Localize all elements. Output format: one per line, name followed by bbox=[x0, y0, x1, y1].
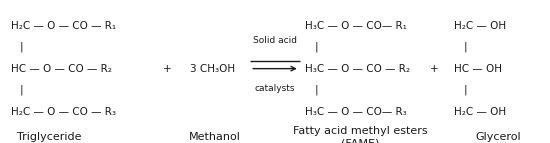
Text: H₂C — OH: H₂C — OH bbox=[454, 21, 506, 31]
Text: H₂C — O — CO — R₁: H₂C — O — CO — R₁ bbox=[11, 21, 116, 31]
Text: H₃C — O — CO— R₁: H₃C — O — CO— R₁ bbox=[305, 21, 407, 31]
Text: +: + bbox=[163, 64, 172, 74]
Text: H₃C — O — CO— R₃: H₃C — O — CO— R₃ bbox=[305, 107, 407, 117]
Text: HC — O — CO — R₂: HC — O — CO — R₂ bbox=[11, 64, 112, 74]
Text: |: | bbox=[315, 42, 318, 52]
Text: H₃C — O — CO — R₂: H₃C — O — CO — R₂ bbox=[305, 64, 410, 74]
Text: Methanol: Methanol bbox=[189, 132, 240, 142]
Text: H₂C — OH: H₂C — OH bbox=[454, 107, 506, 117]
Text: Glycerol: Glycerol bbox=[475, 132, 520, 142]
Text: |: | bbox=[464, 85, 468, 95]
Text: |: | bbox=[315, 85, 318, 95]
Text: |: | bbox=[464, 42, 468, 52]
Text: Fatty acid methyl esters
(FAME): Fatty acid methyl esters (FAME) bbox=[293, 126, 427, 143]
Text: |: | bbox=[20, 42, 24, 52]
Text: HC — OH: HC — OH bbox=[454, 64, 502, 74]
Text: catalysts: catalysts bbox=[255, 84, 295, 93]
Text: H₂C — O — CO — R₃: H₂C — O — CO — R₃ bbox=[11, 107, 116, 117]
Text: +: + bbox=[430, 64, 439, 74]
Text: Solid acid: Solid acid bbox=[253, 36, 297, 44]
Text: 3 CH₃OH: 3 CH₃OH bbox=[190, 64, 235, 74]
Text: |: | bbox=[20, 85, 24, 95]
Text: Triglyceride: Triglyceride bbox=[17, 132, 82, 142]
